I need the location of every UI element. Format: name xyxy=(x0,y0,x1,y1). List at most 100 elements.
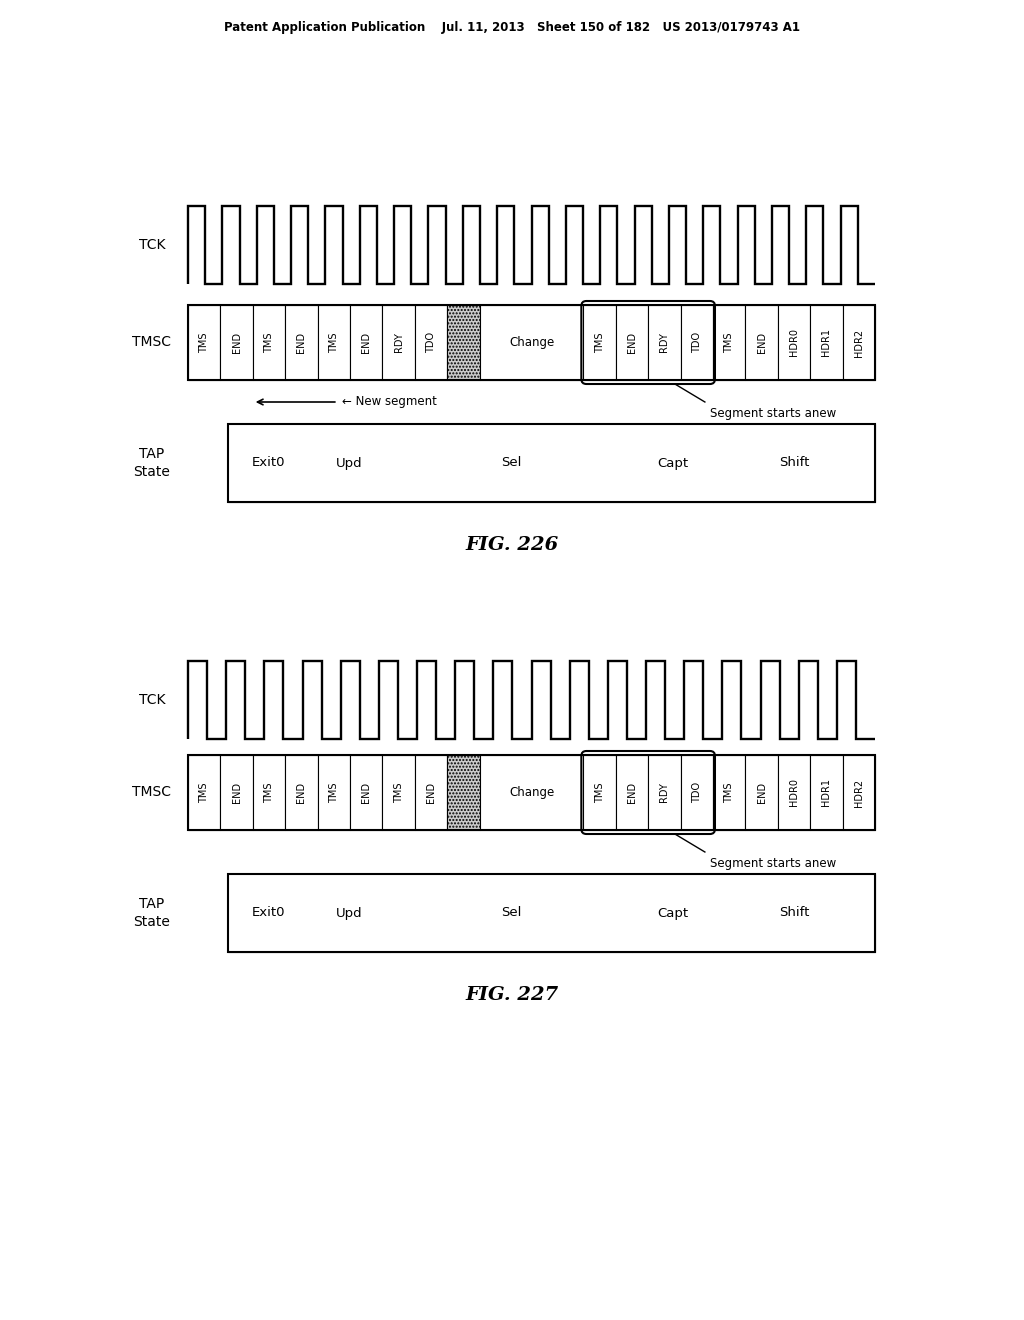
Text: TMS: TMS xyxy=(264,333,274,352)
Text: TAP
State: TAP State xyxy=(133,447,170,479)
Bar xyxy=(745,755,778,830)
Bar xyxy=(317,305,350,380)
Text: Change: Change xyxy=(509,337,554,348)
Text: END: END xyxy=(627,781,637,803)
Text: RDY: RDY xyxy=(393,333,403,352)
Text: TMS: TMS xyxy=(724,333,734,352)
Text: END: END xyxy=(231,781,242,803)
Bar xyxy=(713,755,745,830)
Bar xyxy=(286,305,317,380)
Text: END: END xyxy=(231,331,242,352)
Bar xyxy=(309,424,390,502)
Bar xyxy=(220,305,253,380)
Text: FIG. 227: FIG. 227 xyxy=(465,986,559,1005)
Bar xyxy=(447,755,479,830)
Bar xyxy=(415,755,447,830)
Text: TAP
State: TAP State xyxy=(133,898,170,929)
Text: TDO: TDO xyxy=(692,331,701,352)
Bar xyxy=(778,755,810,830)
Text: TMS: TMS xyxy=(264,783,274,803)
Bar xyxy=(188,305,220,380)
Text: Sel: Sel xyxy=(501,907,521,920)
Text: Shift: Shift xyxy=(779,457,809,470)
Text: END: END xyxy=(296,331,306,352)
Bar xyxy=(350,755,382,830)
Text: TMS: TMS xyxy=(329,783,339,803)
Bar xyxy=(382,755,415,830)
Text: Capt: Capt xyxy=(657,907,688,920)
Text: Upd: Upd xyxy=(336,457,362,470)
Bar xyxy=(253,305,286,380)
Bar xyxy=(681,305,713,380)
Text: Shift: Shift xyxy=(779,907,809,920)
Bar xyxy=(228,424,309,502)
Text: END: END xyxy=(296,781,306,803)
Text: Exit0: Exit0 xyxy=(252,907,286,920)
Text: Capt: Capt xyxy=(657,457,688,470)
Text: RDY: RDY xyxy=(659,333,670,352)
Text: FIG. 226: FIG. 226 xyxy=(465,536,559,554)
Bar xyxy=(584,755,615,830)
Text: END: END xyxy=(361,331,372,352)
Text: TMS: TMS xyxy=(200,333,209,352)
Text: TMSC: TMSC xyxy=(132,335,171,350)
Text: TMS: TMS xyxy=(724,783,734,803)
Bar xyxy=(633,424,714,502)
Bar xyxy=(390,424,633,502)
Text: Segment starts anew
for SScan3 format: Segment starts anew for SScan3 format xyxy=(710,857,837,887)
Bar xyxy=(810,755,843,830)
Text: TMS: TMS xyxy=(200,783,209,803)
Bar xyxy=(317,755,350,830)
Text: TCK: TCK xyxy=(138,238,165,252)
Bar xyxy=(633,874,714,952)
Text: Upd: Upd xyxy=(336,907,362,920)
Bar xyxy=(843,755,874,830)
Bar xyxy=(390,874,633,952)
Text: HDR0: HDR0 xyxy=(788,779,799,807)
Bar xyxy=(479,305,584,380)
Bar xyxy=(382,305,415,380)
Text: HDR2: HDR2 xyxy=(854,779,864,807)
Bar xyxy=(228,874,309,952)
Bar xyxy=(810,305,843,380)
Bar xyxy=(188,755,220,830)
Text: END: END xyxy=(361,781,372,803)
Bar xyxy=(648,305,681,380)
Bar xyxy=(714,874,874,952)
Bar xyxy=(714,424,874,502)
Bar xyxy=(253,755,286,830)
Text: TDO: TDO xyxy=(692,781,701,803)
Text: TMS: TMS xyxy=(329,333,339,352)
Bar xyxy=(447,305,479,380)
Bar xyxy=(188,755,874,830)
Text: Patent Application Publication    Jul. 11, 2013   Sheet 150 of 182   US 2013/017: Patent Application Publication Jul. 11, … xyxy=(224,21,800,34)
Text: Change: Change xyxy=(509,785,554,799)
Text: TMS: TMS xyxy=(595,783,604,803)
Text: END: END xyxy=(757,331,767,352)
Bar xyxy=(309,874,390,952)
Bar xyxy=(778,305,810,380)
Text: TCK: TCK xyxy=(138,693,165,708)
Bar xyxy=(745,305,778,380)
Text: END: END xyxy=(757,781,767,803)
Text: TMS: TMS xyxy=(595,333,604,352)
Bar xyxy=(713,305,745,380)
Bar xyxy=(188,305,874,380)
Text: END: END xyxy=(426,781,436,803)
Text: Exit0: Exit0 xyxy=(252,457,286,470)
Bar xyxy=(681,755,713,830)
Bar xyxy=(584,305,615,380)
Text: Segment starts anew
for SScan3 format: Segment starts anew for SScan3 format xyxy=(710,407,837,437)
Bar xyxy=(228,424,874,502)
Bar xyxy=(286,755,317,830)
Text: RDY: RDY xyxy=(659,783,670,803)
Text: ← New segment: ← New segment xyxy=(342,396,436,408)
Bar xyxy=(415,305,447,380)
Bar xyxy=(350,305,382,380)
Bar xyxy=(843,305,874,380)
Text: HDR2: HDR2 xyxy=(854,329,864,356)
Text: TDO: TDO xyxy=(426,331,436,352)
Bar xyxy=(615,305,648,380)
Text: HDR1: HDR1 xyxy=(821,779,831,807)
Text: HDR1: HDR1 xyxy=(821,329,831,356)
